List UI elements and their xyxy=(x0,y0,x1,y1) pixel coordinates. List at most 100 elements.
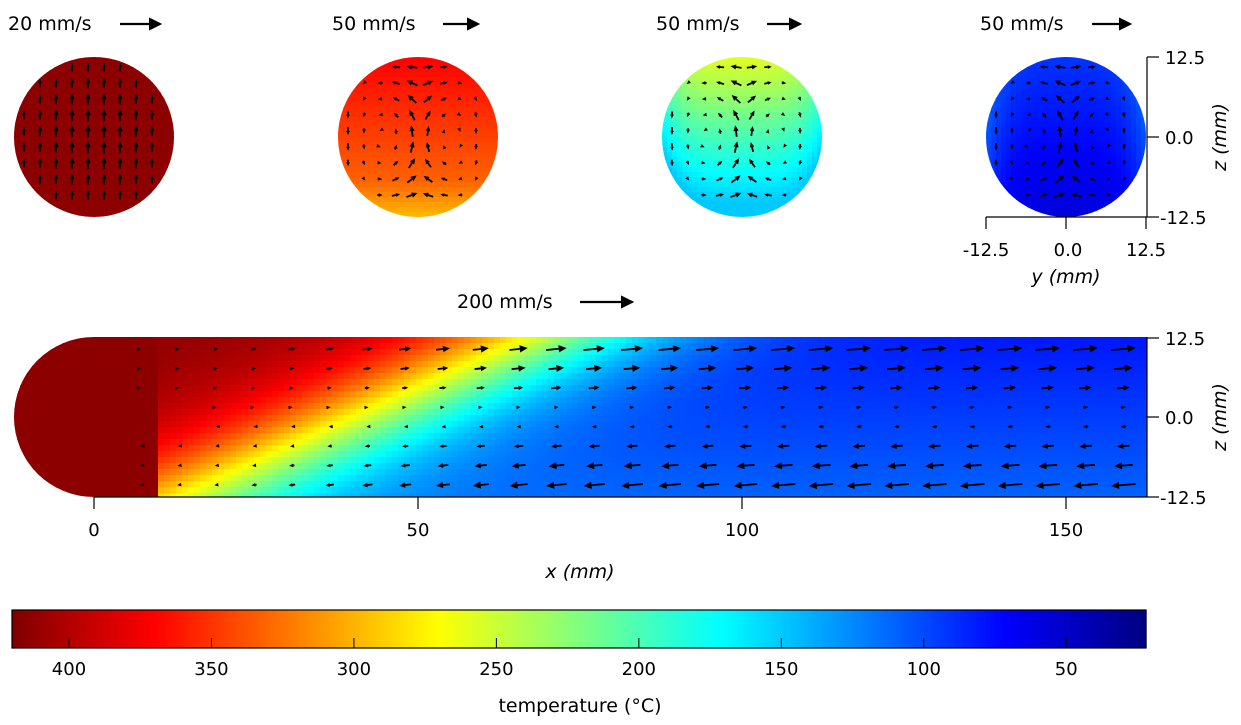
cs2-cell xyxy=(468,177,474,183)
cs2-cell xyxy=(463,67,469,73)
cs2-cell xyxy=(488,122,494,128)
cs3-cell xyxy=(692,107,698,113)
cs2-cell xyxy=(348,127,354,133)
cs2-cell xyxy=(388,132,394,138)
cs1-cell xyxy=(14,132,20,138)
cs2-vector-head xyxy=(422,192,429,198)
cs2-cell xyxy=(388,72,394,78)
long-cell xyxy=(1034,343,1041,350)
cs2-cell xyxy=(423,152,429,158)
cs1-cell xyxy=(114,142,120,148)
cs4-cell xyxy=(1111,167,1117,173)
cs2-cell xyxy=(478,87,484,93)
cs4-cell xyxy=(1036,57,1042,63)
cs4-cell xyxy=(1086,102,1092,108)
long-cell xyxy=(104,355,111,362)
cs2-cell xyxy=(363,102,369,108)
cs3-cell xyxy=(817,112,822,118)
cs1-cell xyxy=(134,107,140,113)
cs1-cell xyxy=(169,127,174,133)
cs1-cell xyxy=(79,207,85,213)
long-cell xyxy=(560,337,567,344)
long-cell xyxy=(68,349,75,356)
cs2-cell xyxy=(413,137,419,143)
cs3-cell xyxy=(767,112,773,118)
cs3-cell xyxy=(772,162,778,168)
cs3-cell xyxy=(762,172,768,178)
cs2-cell xyxy=(393,137,399,143)
cs1-cell xyxy=(79,172,85,178)
cs3-vector-head xyxy=(686,145,690,150)
cs1-cell xyxy=(119,82,125,88)
cs1-vector xyxy=(133,125,139,137)
long-cell xyxy=(20,349,27,356)
cs3-cell xyxy=(767,207,773,213)
cs3-cell xyxy=(737,67,743,73)
cs4-cell xyxy=(1081,172,1087,178)
cs3-cell xyxy=(737,167,743,173)
cs2-cell xyxy=(423,122,429,128)
cs3-cell xyxy=(817,122,822,128)
cs3-vector-head xyxy=(797,113,802,118)
cs3-cell xyxy=(732,87,738,93)
cs1-cell xyxy=(74,97,80,103)
cs1-cell xyxy=(74,67,80,73)
cs4-cell xyxy=(1031,117,1037,123)
cs4-cell xyxy=(1126,157,1132,163)
cs3-cell xyxy=(727,162,733,168)
cs1-cell xyxy=(164,122,170,128)
cs1-cell xyxy=(119,57,125,63)
long-cell xyxy=(452,337,459,344)
cs4-cell xyxy=(1131,107,1137,113)
cs4-cell xyxy=(1016,142,1022,148)
cs3-cell xyxy=(802,92,808,98)
cs4-vector-shaft xyxy=(1075,178,1081,183)
cs1-cell xyxy=(134,122,140,128)
long-cell xyxy=(1046,337,1053,344)
cs2-cell xyxy=(428,152,434,158)
cs4-cell xyxy=(1066,157,1072,163)
cs1-vector-head xyxy=(133,109,139,115)
cs4-vector-head xyxy=(1039,65,1045,69)
long-cell xyxy=(650,349,657,356)
cs1-vector-head xyxy=(117,157,123,163)
cs1-vector xyxy=(53,190,59,200)
cs1-cell xyxy=(114,172,120,178)
cs3-cell xyxy=(727,187,733,193)
cs1-cell xyxy=(19,172,25,178)
cs1-cell xyxy=(44,152,50,158)
long-cell xyxy=(710,349,717,356)
cs4-cell xyxy=(1126,92,1132,98)
cs1-cell xyxy=(34,177,40,183)
cross-section-1-heatmap xyxy=(14,57,174,217)
cs4-cell xyxy=(1046,127,1052,133)
cs3-vector-head xyxy=(799,176,803,181)
cs3-cell xyxy=(712,82,718,88)
long-cell xyxy=(938,349,945,356)
cs3-cell xyxy=(777,157,783,163)
cs2-cell xyxy=(393,197,399,203)
cs3-cell xyxy=(792,167,798,173)
cs3-cell xyxy=(737,182,743,188)
cs4-cell xyxy=(1046,137,1052,143)
long-cell xyxy=(362,349,369,356)
cs4-cell xyxy=(1076,127,1082,133)
cs4-vector-head xyxy=(1089,129,1094,134)
cs4-cell xyxy=(991,102,997,108)
cs2-cell xyxy=(383,177,389,183)
long-cell xyxy=(152,355,159,362)
cs4-vector-head xyxy=(1073,158,1078,165)
long-cell xyxy=(1022,337,1029,344)
long-cell xyxy=(182,337,189,344)
cs3-cell xyxy=(757,147,763,153)
cs3-cell xyxy=(697,202,703,208)
cs4-cell xyxy=(1091,202,1097,208)
cs3-cell xyxy=(772,132,778,138)
cs4-cell xyxy=(1116,82,1122,88)
cs4-cell xyxy=(1046,102,1052,108)
cs2-cell xyxy=(423,147,429,153)
cs1-cell xyxy=(124,122,130,128)
long-cell xyxy=(470,343,477,350)
cs3-cell xyxy=(687,122,693,128)
cs4-cell xyxy=(1051,187,1057,193)
